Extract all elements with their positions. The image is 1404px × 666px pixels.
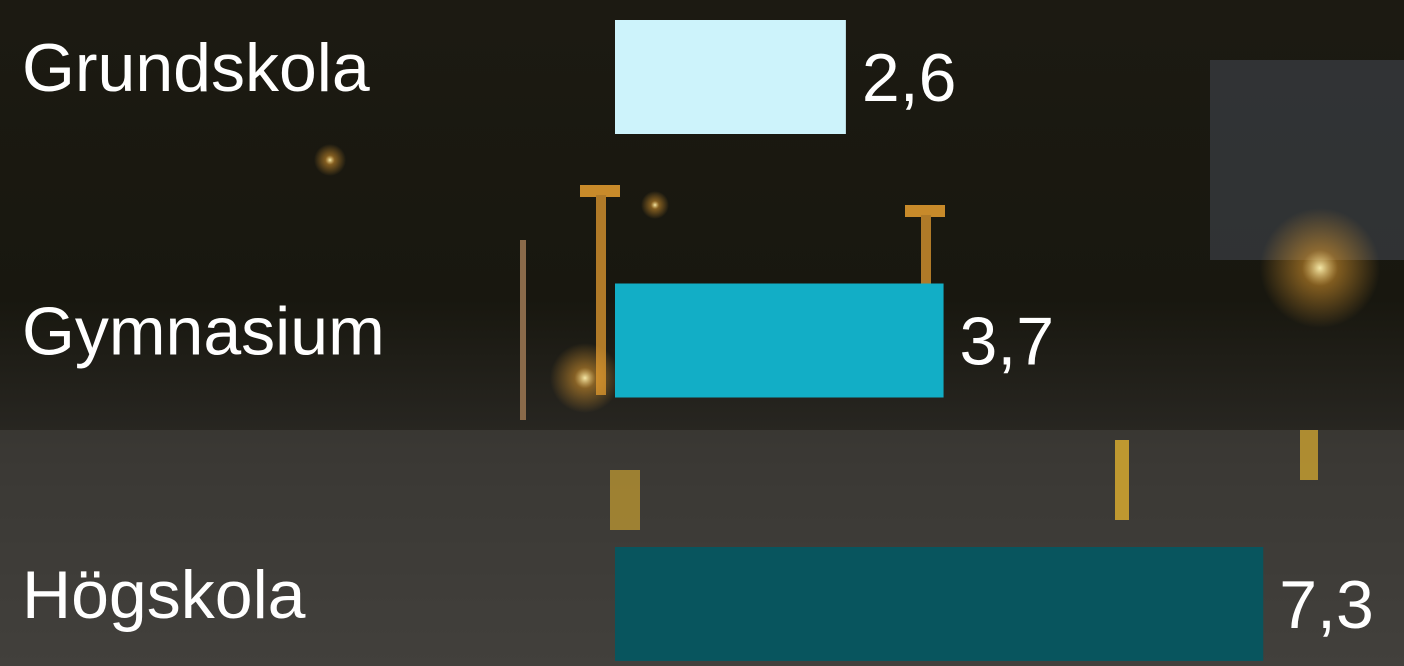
chart: Grundskola 2,6 Gymnasium 3,7 Högskola 7,3 — [0, 0, 1404, 666]
bar — [615, 20, 846, 134]
value-label: 2,6 — [862, 40, 957, 116]
category-label: Gymnasium — [22, 293, 385, 369]
bar — [615, 547, 1263, 661]
category-label: Grundskola — [22, 30, 370, 106]
value-label: 3,7 — [960, 303, 1055, 379]
category-label: Högskola — [22, 557, 306, 633]
bar — [615, 284, 944, 398]
value-label: 7,3 — [1279, 567, 1374, 643]
